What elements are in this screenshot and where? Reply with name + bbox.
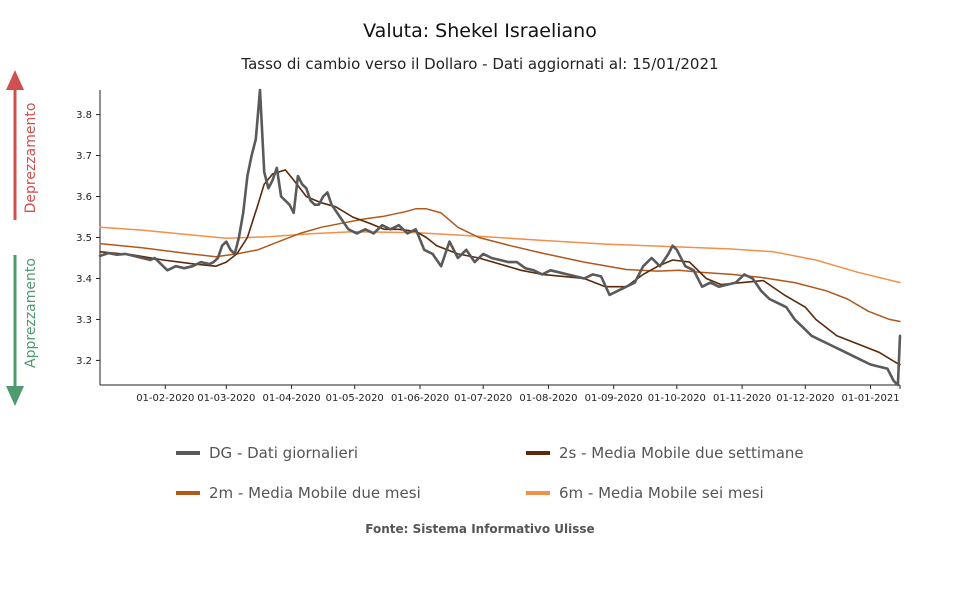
legend-item-6m[interactable]: 6m - Media Mobile sei mesi bbox=[526, 484, 764, 502]
series-line-s2 bbox=[99, 169, 901, 366]
x-tick-label: 01-01-2021 bbox=[841, 393, 899, 404]
depreciation-label: Deprezzamento bbox=[23, 102, 39, 214]
x-tick-label: 01-03-2020 bbox=[197, 393, 255, 404]
legend-swatch-2s bbox=[526, 451, 550, 455]
x-tick-label: 01-05-2020 bbox=[326, 393, 384, 404]
appreciation-arrow-head bbox=[6, 386, 24, 406]
x-tick-label: 01-12-2020 bbox=[776, 393, 834, 404]
series-line-m6 bbox=[99, 226, 901, 284]
legend-item-dg[interactable]: DG - Dati giornalieri bbox=[176, 444, 358, 462]
x-tick-label: 01-07-2020 bbox=[454, 393, 512, 404]
series-line-dg bbox=[98, 88, 902, 387]
legend-label-6m: 6m - Media Mobile sei mesi bbox=[559, 484, 764, 502]
y-tick-label: 3.4 bbox=[76, 274, 92, 285]
x-tick-label: 01-11-2020 bbox=[713, 393, 771, 404]
y-tick-label: 3.2 bbox=[76, 356, 92, 367]
legend-label-dg: DG - Dati giornalieri bbox=[209, 444, 359, 462]
side-arrows bbox=[6, 70, 24, 406]
legend-item-2s[interactable]: 2s - Media Mobile due settimane bbox=[526, 444, 804, 462]
legend-swatch-6m bbox=[526, 491, 550, 495]
x-tick-label: 01-06-2020 bbox=[391, 393, 449, 404]
x-tick-label: 01-10-2020 bbox=[648, 393, 706, 404]
y-tick-label: 3.3 bbox=[76, 315, 92, 326]
legend-swatch-dg bbox=[176, 451, 200, 455]
chart-legend: DG - Dati giornalieri 2s - Media Mobile … bbox=[0, 440, 960, 510]
chart-subtitle: Tasso di cambio verso il Dollaro - Dati … bbox=[241, 55, 719, 73]
chart-title: Valuta: Shekel Israeliano bbox=[363, 20, 597, 42]
y-tick-label: 3.7 bbox=[76, 151, 92, 162]
y-tick-label: 3.5 bbox=[76, 233, 92, 244]
data-source: Fonte: Sistema Informativo Ulisse bbox=[365, 522, 595, 536]
x-tick-label: 01-09-2020 bbox=[585, 393, 643, 404]
legend-label-2m: 2m - Media Mobile due mesi bbox=[209, 484, 421, 502]
y-tick-label: 3.8 bbox=[76, 110, 92, 121]
x-tick-label: 01-08-2020 bbox=[519, 393, 577, 404]
depreciation-arrow-head bbox=[6, 70, 24, 90]
chart-axes: 3.2 3.3 3.4 3.5 3.6 3.7 3.8 01-02-2020 01-03-202… bbox=[76, 90, 901, 404]
x-tick-label: 01-02-2020 bbox=[136, 393, 194, 404]
x-tick-label: 01-04-2020 bbox=[263, 393, 321, 404]
series-line-m2 bbox=[99, 208, 901, 323]
series-layer bbox=[98, 88, 902, 387]
legend-item-2m[interactable]: 2m - Media Mobile due mesi bbox=[176, 484, 421, 502]
legend-swatch-2m bbox=[176, 491, 200, 495]
appreciation-label: Apprezzamento bbox=[23, 258, 39, 368]
legend-label-2s: 2s - Media Mobile due settimane bbox=[559, 444, 804, 462]
y-tick-label: 3.6 bbox=[76, 192, 92, 203]
